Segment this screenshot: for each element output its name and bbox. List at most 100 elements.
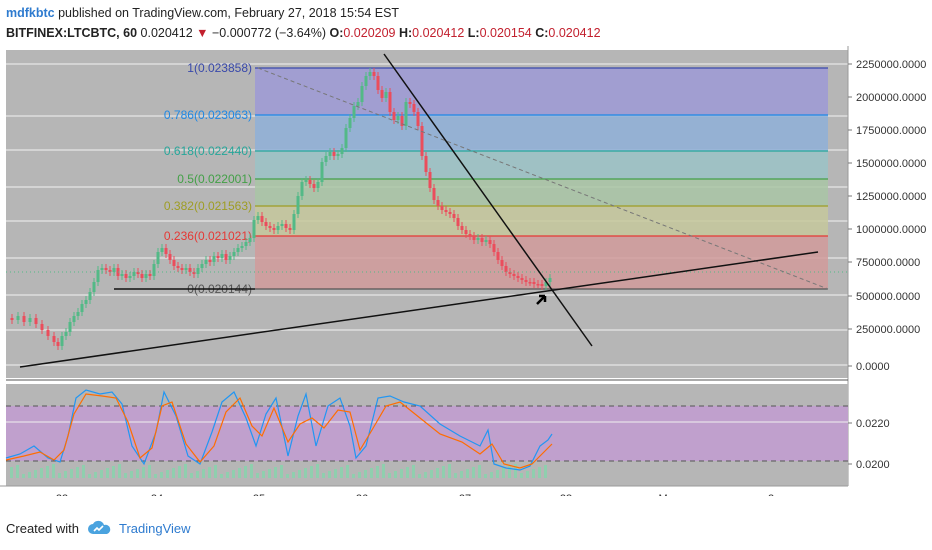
volume-bar (394, 471, 397, 478)
volume-bar (436, 468, 439, 478)
candle (448, 212, 452, 214)
volume-bar (304, 468, 307, 478)
price-change: −0.000772 (−3.64%) (212, 26, 326, 40)
candle (200, 264, 204, 268)
candle (180, 268, 184, 270)
candle (352, 106, 356, 118)
candle (56, 342, 60, 346)
candle (140, 274, 144, 278)
candle (46, 330, 50, 336)
candle (172, 260, 176, 266)
support-trendline (19, 251, 819, 368)
candle (512, 274, 516, 276)
candle (376, 76, 380, 90)
symbol-name[interactable]: BITFINEX:LTCBTC, 60 (6, 26, 138, 40)
candle (384, 92, 388, 98)
volume-bar (130, 471, 133, 478)
candle (372, 72, 376, 76)
volume-bar (400, 469, 403, 478)
volume-bar (544, 465, 547, 478)
volume-bar (340, 467, 343, 478)
price-chart[interactable]: 1(0.023858) 0.786(0.023063) 0.618(0.022440… (0, 46, 932, 496)
volume-bar (520, 473, 523, 478)
volume-bar (472, 467, 475, 478)
candle (184, 268, 188, 270)
fib-zone (255, 206, 828, 236)
candle (380, 90, 384, 98)
author-link[interactable]: mdfkbtc (6, 6, 55, 20)
candle (220, 254, 224, 258)
candle (400, 116, 404, 126)
candle (420, 126, 424, 156)
candle (364, 76, 368, 86)
tradingview-brand[interactable]: TradingView (118, 520, 191, 536)
candle (232, 252, 236, 256)
volume-bar (370, 468, 373, 478)
price-tick-label: 1000000.0000 (856, 224, 926, 236)
volume-bar (502, 468, 505, 478)
candle (188, 268, 192, 272)
candle (492, 244, 496, 252)
candle (240, 246, 244, 248)
stoch-band (6, 406, 848, 461)
volume-bar (490, 472, 493, 478)
candle (264, 222, 268, 226)
volume-bar (310, 466, 313, 478)
candle (548, 278, 552, 282)
candle (360, 86, 364, 102)
volume-bar (88, 474, 91, 478)
volume-bar (358, 472, 361, 478)
price-axis (848, 46, 932, 486)
candle (328, 152, 332, 156)
candle (544, 282, 548, 286)
candle (296, 196, 300, 214)
fib-zone (255, 115, 828, 151)
volume-bar (508, 466, 511, 478)
volume-bar (94, 472, 97, 478)
candle (92, 282, 96, 292)
time-tick-label: 23 (56, 493, 68, 496)
candle (336, 154, 340, 156)
volume-bar (136, 469, 139, 478)
volume-bar (196, 471, 199, 478)
candle (540, 284, 544, 286)
volume-bar (154, 474, 157, 478)
ohlc-value: 0.020412 (412, 26, 465, 40)
candle (404, 102, 408, 126)
candle (132, 272, 136, 276)
candle (108, 270, 112, 272)
volume-bar (10, 467, 13, 478)
candle (252, 220, 256, 238)
candle (216, 256, 220, 258)
candle (412, 104, 416, 112)
candle (532, 282, 536, 284)
volume-bar (484, 474, 487, 478)
volume-bar (16, 465, 19, 478)
candle (528, 282, 532, 284)
candle (476, 238, 480, 240)
volume-bar (388, 473, 391, 478)
candle (72, 316, 76, 322)
candle (416, 112, 420, 126)
volume-bar (160, 472, 163, 478)
ohlc-value: 0.020412 (548, 26, 601, 40)
candle (504, 266, 508, 272)
candle (208, 260, 212, 262)
volume-bar (118, 464, 121, 478)
symbol-line: BITFINEX:LTCBTC, 60 0.020412 ▼ −0.000772… (6, 26, 601, 40)
volume-bar (460, 471, 463, 478)
volume-bar (166, 470, 169, 478)
candle (272, 228, 276, 230)
stoch-d-line (5, 393, 553, 469)
volume-bar (514, 464, 517, 478)
volume-bar (280, 465, 283, 478)
candle (68, 322, 72, 332)
time-tick-label: 2 (768, 493, 774, 496)
volume-bar (34, 470, 37, 478)
candle (10, 318, 14, 320)
volume-bar (208, 467, 211, 478)
candle (368, 72, 372, 76)
fib-level-label: 0.236(0.021021) (164, 229, 252, 243)
volume-bar (124, 473, 127, 478)
candle (192, 272, 196, 274)
